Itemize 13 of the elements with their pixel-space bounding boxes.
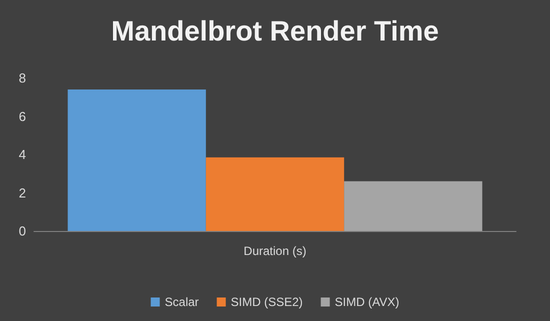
chart-title: Mandelbrot Render Time [111, 16, 439, 46]
y-tick-label: 6 [18, 108, 26, 124]
y-tick-label: 0 [18, 224, 26, 238]
x-tick-label: Duration (s) [244, 244, 306, 258]
bar [344, 181, 482, 231]
bar [206, 157, 344, 231]
bar [68, 89, 206, 231]
y-tick-label: 2 [18, 185, 26, 200]
legend-label: SIMD (AVX) [334, 295, 400, 309]
y-tick-label: 4 [18, 147, 26, 162]
y-tick-label: 8 [18, 70, 26, 86]
legend-label: SIMD (SSE2) [230, 295, 303, 309]
legend-label: Scalar [164, 295, 199, 309]
